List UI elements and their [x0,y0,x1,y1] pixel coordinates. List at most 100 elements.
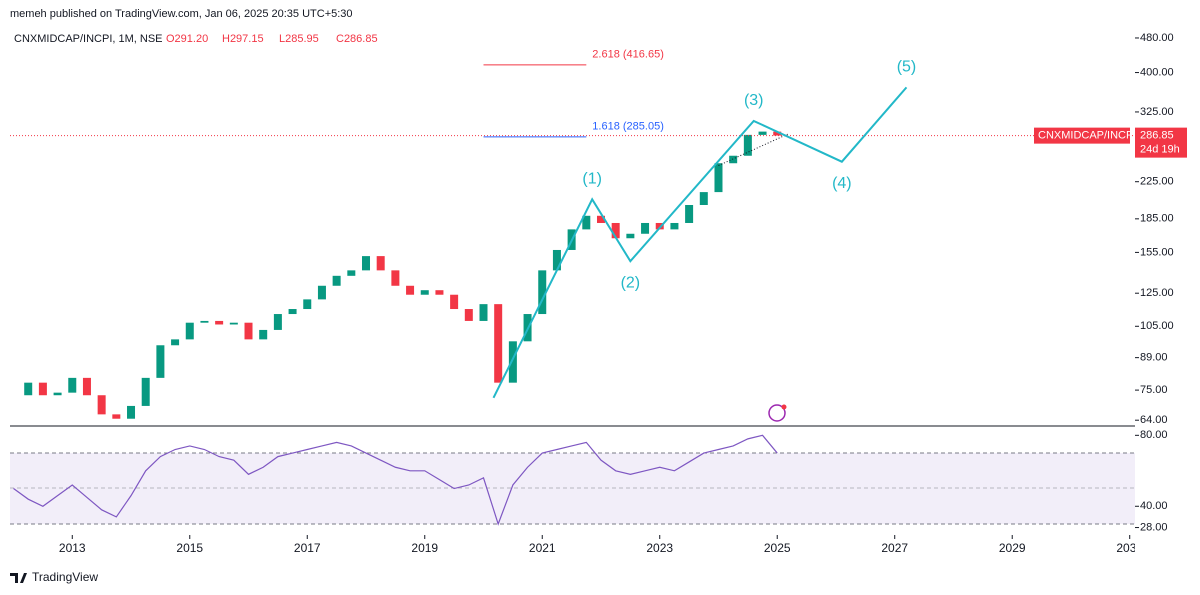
candle [97,395,106,415]
price-tag [1135,127,1187,158]
candle [406,285,415,295]
y-tick-label: 125.00 [1140,287,1174,299]
candle [435,290,444,295]
y-tick-label: 64.00 [1140,414,1168,426]
candle [362,256,371,271]
symbol: CNXMIDCAP/INCPI, 1M, NSE [14,33,163,45]
high: H297.15 [222,33,264,45]
y-tick-label: 89.00 [1140,352,1168,364]
candle [538,270,547,315]
fib-label: 2.618 (416.65) [592,49,664,61]
candle [317,285,326,300]
price-tag-label: 286.85 [1140,130,1174,142]
footer-text: TradingView [32,570,98,584]
candle [743,134,752,156]
candle [332,275,341,286]
candle [391,270,400,286]
candle [273,314,282,330]
x-tick-label: 2013 [59,541,86,555]
candle [450,294,459,310]
candle [655,222,664,230]
candle [185,322,194,340]
x-tick-label: 2019 [411,541,438,555]
wave-label: (5) [897,59,917,76]
candle [171,339,180,346]
candle [596,215,605,223]
close: C286.85 [336,33,378,45]
countdown-label: 24d 19h [1140,144,1180,156]
wave-label: (1) [582,171,602,188]
x-tick-label: 2021 [529,541,556,555]
candle [68,377,77,393]
candle [685,204,694,223]
y-tick-label: 80.00 [1140,429,1168,441]
fib-label: 1.618 (285.05) [592,121,664,133]
candle [773,131,782,136]
candle [229,322,238,325]
candle [215,320,224,325]
x-tick-label: 2025 [764,541,791,555]
x-tick-label: 2023 [646,541,673,555]
symbol-tag-label: CNXMIDCAP/INCPI [1038,130,1136,142]
candle [156,345,165,378]
publisher-line: memeh published on TradingView.com, Jan … [10,8,353,20]
candle [200,320,209,323]
symbol-tag [1034,127,1130,144]
candle [347,270,356,276]
wave-label: (3) [744,92,764,109]
footer-logo: TradingView [10,570,98,584]
candle [729,155,738,164]
x-tick-label: 2029 [999,541,1026,555]
candle [626,233,635,239]
y-tick-label: 40.00 [1140,500,1168,512]
candle [24,382,33,396]
y-tick-label: 325.00 [1140,106,1174,118]
logo-mark [10,573,27,583]
candle [53,392,62,396]
candle [464,309,473,321]
x-tick-label: 2031 [1116,541,1143,555]
y-tick-label: 225.00 [1140,176,1174,188]
y-tick-label: 155.00 [1140,246,1174,258]
x-tick-label: 2027 [881,541,908,555]
candle [479,304,488,321]
candle [641,222,650,234]
y-tick-label: 400.00 [1140,66,1174,78]
trend-line [718,133,790,167]
plot-area: 2013 2015 2017 2019 2021 2023 2025 2027 2029 2031 [13,131,1143,555]
candle [699,192,708,205]
candle [508,341,517,383]
candle [714,163,723,193]
candle [38,382,47,396]
y-tick-label: 480.00 [1140,32,1174,44]
y-tick-label: 185.00 [1140,213,1174,225]
candle [288,309,297,315]
candle [582,215,591,230]
event-dot [781,404,787,410]
wave-label: (2) [621,274,641,291]
event-icon[interactable] [768,404,786,422]
elliott-wave [492,86,908,399]
candle [494,304,503,383]
candle [127,405,136,419]
x-tick-label: 2017 [294,541,321,555]
open: O291.20 [166,33,208,45]
candle [303,299,312,310]
candle [141,377,150,406]
wave-label: (4) [832,175,852,192]
candle [244,322,253,340]
candle [552,249,561,271]
candle [376,256,385,271]
candle [611,222,620,239]
candle [670,222,679,230]
y-tick-label: 105.00 [1140,320,1174,332]
candle [420,290,429,295]
y-tick-label: 75.00 [1140,384,1168,396]
candle [82,377,91,396]
candle [112,414,121,419]
low: L285.95 [279,33,319,45]
candle [758,131,767,135]
x-tick-label: 2015 [176,541,203,555]
y-tick-label: 28.00 [1140,521,1168,533]
